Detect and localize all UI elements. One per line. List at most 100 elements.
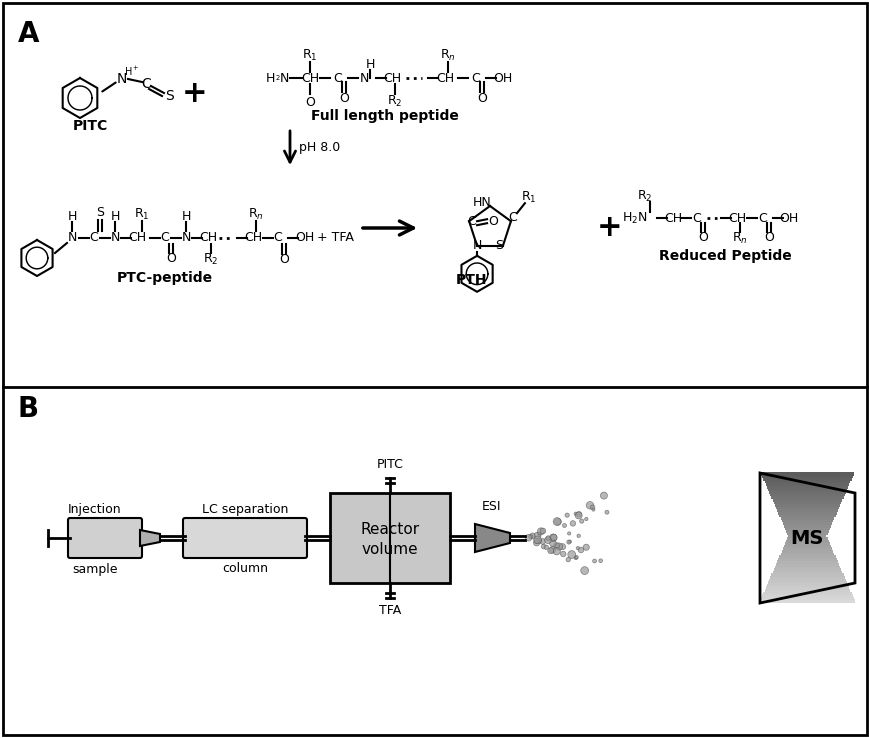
- Text: R$_n$: R$_n$: [440, 47, 455, 63]
- Bar: [778, 558, 836, 562]
- Text: C: C: [274, 232, 282, 244]
- Bar: [768, 579, 845, 582]
- Circle shape: [553, 542, 559, 548]
- Bar: [762, 477, 851, 480]
- Bar: [775, 563, 838, 567]
- Bar: [787, 534, 826, 538]
- Bar: [784, 527, 829, 530]
- Text: TFA: TFA: [378, 604, 401, 618]
- Text: S: S: [165, 89, 174, 103]
- Bar: [786, 539, 828, 543]
- Circle shape: [566, 557, 570, 562]
- Text: N: N: [359, 72, 368, 84]
- Text: Full length peptide: Full length peptide: [311, 109, 459, 123]
- Bar: [764, 480, 850, 483]
- Text: OH: OH: [779, 212, 798, 224]
- Text: H$^+$: H$^+$: [124, 64, 140, 77]
- Circle shape: [529, 533, 535, 539]
- Bar: [765, 587, 848, 590]
- Circle shape: [528, 534, 533, 539]
- Circle shape: [574, 512, 581, 519]
- Bar: [762, 592, 851, 596]
- Text: N: N: [116, 72, 127, 86]
- Circle shape: [543, 545, 547, 550]
- Bar: [769, 493, 844, 497]
- Circle shape: [534, 532, 541, 539]
- Text: +: +: [182, 78, 208, 108]
- Circle shape: [575, 511, 581, 517]
- Circle shape: [553, 548, 560, 555]
- Circle shape: [560, 551, 566, 556]
- Text: R$_n$: R$_n$: [248, 207, 263, 221]
- Text: H$_2$N: H$_2$N: [621, 210, 647, 226]
- Bar: [783, 545, 830, 548]
- Text: N: N: [181, 232, 190, 244]
- Bar: [775, 506, 838, 509]
- Bar: [779, 553, 833, 556]
- Bar: [784, 542, 829, 546]
- Text: CH: CH: [727, 212, 746, 224]
- Bar: [780, 550, 833, 554]
- Bar: [779, 516, 833, 520]
- Text: O: O: [166, 252, 176, 266]
- Circle shape: [541, 544, 546, 549]
- Text: OH: OH: [493, 72, 512, 84]
- Circle shape: [544, 537, 551, 543]
- Text: PTH: PTH: [455, 273, 488, 287]
- Circle shape: [554, 519, 561, 525]
- Text: sample: sample: [72, 564, 117, 576]
- Bar: [782, 548, 832, 551]
- Circle shape: [598, 559, 602, 562]
- Text: PTC-peptide: PTC-peptide: [116, 271, 213, 285]
- Circle shape: [540, 528, 545, 534]
- Bar: [760, 599, 854, 603]
- Circle shape: [553, 517, 561, 525]
- Text: Reduced Peptide: Reduced Peptide: [658, 249, 791, 263]
- Text: S: S: [494, 239, 502, 252]
- Bar: [779, 555, 834, 559]
- Text: CH: CH: [301, 72, 319, 84]
- Circle shape: [548, 534, 556, 542]
- Circle shape: [586, 502, 593, 509]
- Bar: [774, 503, 839, 507]
- Text: O: O: [488, 215, 497, 228]
- Text: + TFA: + TFA: [316, 232, 353, 244]
- Circle shape: [575, 546, 579, 550]
- Bar: [764, 589, 850, 593]
- Circle shape: [579, 519, 583, 523]
- Text: R$_1$: R$_1$: [134, 207, 149, 221]
- Bar: [766, 485, 847, 489]
- Text: N: N: [67, 232, 76, 244]
- Text: $_2$: $_2$: [275, 73, 281, 83]
- Circle shape: [536, 538, 541, 543]
- Bar: [761, 475, 852, 478]
- Bar: [776, 560, 837, 564]
- Bar: [760, 597, 852, 601]
- Bar: [771, 573, 843, 577]
- Circle shape: [576, 534, 580, 537]
- Bar: [786, 537, 826, 541]
- Bar: [765, 483, 848, 486]
- Text: O: O: [697, 232, 707, 244]
- Circle shape: [574, 512, 577, 516]
- Bar: [779, 514, 834, 517]
- Circle shape: [549, 540, 555, 547]
- Text: ESI: ESI: [481, 500, 501, 512]
- Text: A: A: [18, 20, 39, 48]
- Bar: [767, 488, 846, 492]
- Bar: [782, 522, 832, 525]
- Circle shape: [545, 536, 550, 540]
- Polygon shape: [474, 524, 509, 552]
- Text: CH: CH: [435, 72, 454, 84]
- Text: R$_1$: R$_1$: [302, 47, 317, 63]
- Text: S: S: [96, 207, 104, 219]
- Text: Injection: Injection: [68, 503, 122, 517]
- Circle shape: [600, 492, 607, 499]
- Text: H: H: [110, 210, 120, 222]
- Text: H: H: [365, 58, 375, 71]
- Text: column: column: [222, 562, 268, 574]
- Circle shape: [555, 543, 562, 550]
- Text: CH: CH: [199, 232, 216, 244]
- Circle shape: [548, 547, 555, 553]
- Bar: [769, 576, 844, 579]
